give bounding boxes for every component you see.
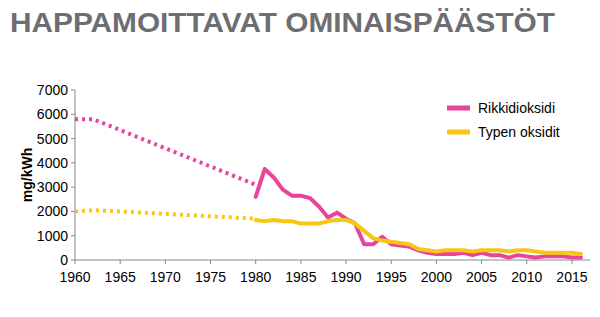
- y-tick-label: 1000: [37, 228, 68, 244]
- y-tick: [71, 260, 75, 261]
- x-tick: [120, 260, 121, 264]
- series-line: [75, 210, 256, 219]
- x-tick: [165, 260, 166, 264]
- x-tick: [436, 260, 437, 264]
- x-tick: [571, 260, 572, 264]
- y-tick-label: 5000: [37, 131, 68, 147]
- x-tick-label: 2000: [421, 269, 452, 285]
- y-tick-label: 0: [60, 252, 68, 268]
- x-tick: [526, 260, 527, 264]
- y-tick: [71, 90, 75, 91]
- x-axis: [75, 260, 590, 261]
- x-tick-label: 2015: [556, 269, 587, 285]
- y-tick: [71, 138, 75, 139]
- x-tick-label: 2010: [511, 269, 542, 285]
- y-tick: [71, 235, 75, 236]
- y-tick: [71, 162, 75, 163]
- x-tick: [255, 260, 256, 264]
- title: HAPPAMOITTAVAT OMINAISPÄÄSTÖT: [10, 8, 556, 38]
- x-tick: [300, 260, 301, 264]
- x-tick-label: 1970: [150, 269, 181, 285]
- y-tick: [71, 114, 75, 115]
- x-tick-label: 1975: [195, 269, 226, 285]
- y-tick: [71, 187, 75, 188]
- x-tick-label: 1990: [330, 269, 361, 285]
- x-tick: [391, 260, 392, 264]
- legend-label: Typen oksidit: [478, 124, 560, 140]
- series-line: [256, 220, 581, 254]
- series-line: [75, 119, 256, 185]
- y-tick-label: 2000: [37, 203, 68, 219]
- y-tick: [71, 211, 75, 212]
- y-axis: [75, 90, 76, 260]
- x-tick: [346, 260, 347, 264]
- x-tick: [481, 260, 482, 264]
- chart: HAPPAMOITTAVAT OMINAISPÄÄSTÖT mg/kWh 0 1000…: [0, 0, 600, 317]
- series-line: [256, 169, 581, 258]
- legend-swatch: [447, 106, 470, 111]
- y-tick-label: 3000: [37, 179, 68, 195]
- x-tick-label: 2005: [466, 269, 497, 285]
- plot-area: [75, 119, 581, 257]
- y-tick-label: 6000: [37, 106, 68, 122]
- x-tick: [75, 260, 76, 264]
- x-tick: [210, 260, 211, 264]
- x-tick-label: 1980: [240, 269, 271, 285]
- x-tick-label: 1985: [285, 269, 316, 285]
- legend-label: Rikkidioksidi: [478, 100, 555, 116]
- y-tick-label: 7000: [37, 82, 68, 98]
- x-tick-label: 1965: [105, 269, 136, 285]
- y-tick-label: 4000: [37, 155, 68, 171]
- y-axis-label: mg/kWh: [19, 148, 35, 202]
- legend-swatch: [447, 130, 470, 135]
- x-tick-label: 1960: [59, 269, 90, 285]
- x-tick-label: 1995: [376, 269, 407, 285]
- legend: Rikkidioksidi Typen oksidit: [447, 100, 560, 140]
